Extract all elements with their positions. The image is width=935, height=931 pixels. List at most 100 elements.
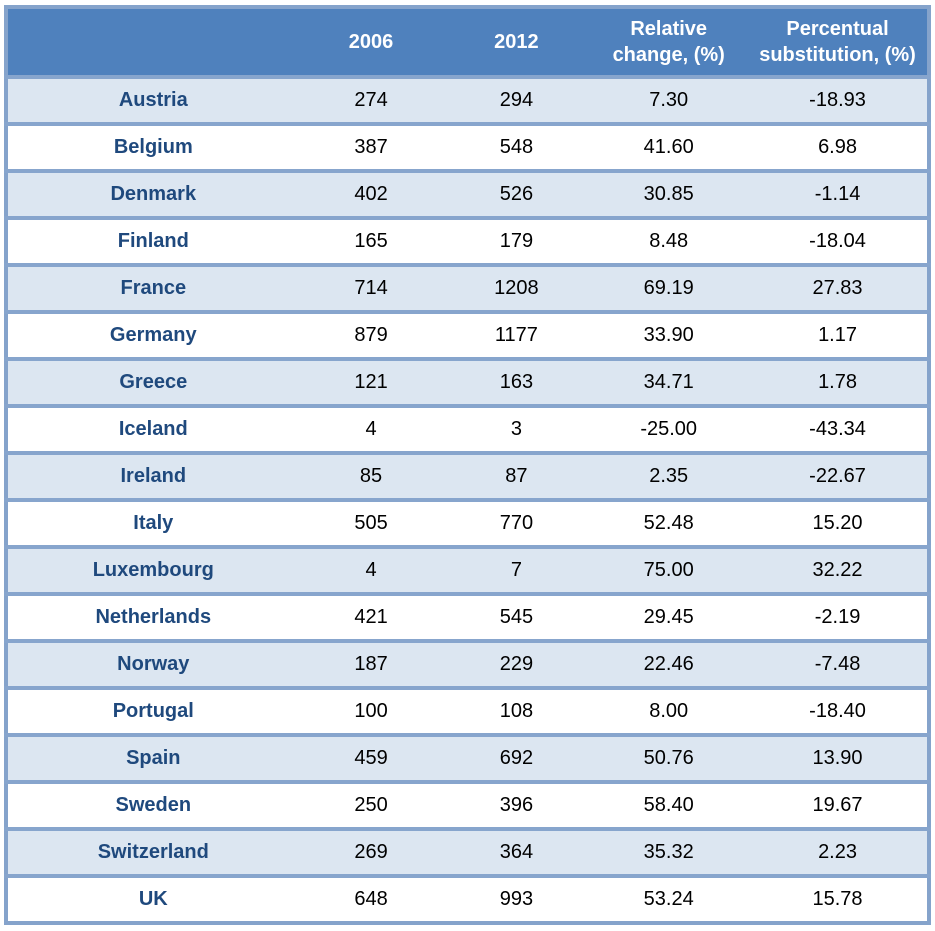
value-cell: 396 (443, 780, 590, 829)
value-cell: 229 (443, 639, 590, 688)
value-cell: -18.40 (748, 686, 929, 735)
value-cell: 269 (298, 827, 444, 876)
value-cell: 6.98 (748, 122, 929, 171)
value-cell: 1.17 (748, 310, 929, 359)
column-header: Relative change, (%) (589, 7, 749, 77)
value-cell: 58.40 (589, 780, 749, 829)
table-row: Sweden 250 396 58.40 19.67 (6, 780, 929, 829)
table-row: Norway 187 229 22.46 -7.48 (6, 639, 929, 688)
table-row: Ireland 85 87 2.35 -22.67 (6, 451, 929, 500)
value-cell: 7 (443, 545, 590, 594)
column-header: 2006 (298, 7, 444, 77)
value-cell: 163 (443, 357, 590, 406)
value-cell: 13.90 (748, 733, 929, 782)
table-row: UK 648 993 53.24 15.78 (6, 874, 929, 923)
value-cell: 52.48 (589, 498, 749, 547)
value-cell: 50.76 (589, 733, 749, 782)
country-cell: Ireland (6, 451, 299, 500)
value-cell: 993 (443, 874, 590, 923)
value-cell: 648 (298, 874, 444, 923)
country-cell: Switzerland (6, 827, 299, 876)
value-cell: 33.90 (589, 310, 749, 359)
value-cell: 3 (443, 404, 590, 453)
value-cell: -2.19 (748, 592, 929, 641)
value-cell: 85 (298, 451, 444, 500)
table-row: Portugal 100 108 8.00 -18.40 (6, 686, 929, 735)
value-cell: 22.46 (589, 639, 749, 688)
value-cell: 29.45 (589, 592, 749, 641)
value-cell: 15.78 (748, 874, 929, 923)
value-cell: 4 (298, 404, 444, 453)
value-cell: 274 (298, 75, 444, 124)
table-row: Greece 121 163 34.71 1.78 (6, 357, 929, 406)
value-cell: -18.93 (748, 75, 929, 124)
value-cell: 250 (298, 780, 444, 829)
table-row: Switzerland 269 364 35.32 2.23 (6, 827, 929, 876)
value-cell: 505 (298, 498, 444, 547)
value-cell: 100 (298, 686, 444, 735)
country-cell: Germany (6, 310, 299, 359)
value-cell: 108 (443, 686, 590, 735)
value-cell: 69.19 (589, 263, 749, 312)
value-cell: 402 (298, 169, 444, 218)
table-row: Italy 505 770 52.48 15.20 (6, 498, 929, 547)
table-row: Austria 274 294 7.30 -18.93 (6, 75, 929, 124)
value-cell: 41.60 (589, 122, 749, 171)
table-row: Belgium 387 548 41.60 6.98 (6, 122, 929, 171)
country-cell: Netherlands (6, 592, 299, 641)
value-cell: 7.30 (589, 75, 749, 124)
country-cell: France (6, 263, 299, 312)
country-cell: Italy (6, 498, 299, 547)
value-cell: 8.00 (589, 686, 749, 735)
table-row: Finland 165 179 8.48 -18.04 (6, 216, 929, 265)
country-cell: Portugal (6, 686, 299, 735)
value-cell: 34.71 (589, 357, 749, 406)
column-header: Percentual substitution, (%) (748, 7, 929, 77)
value-cell: 548 (443, 122, 590, 171)
value-cell: 459 (298, 733, 444, 782)
value-cell: 53.24 (589, 874, 749, 923)
value-cell: 75.00 (589, 545, 749, 594)
table-row: Spain 459 692 50.76 13.90 (6, 733, 929, 782)
value-cell: 179 (443, 216, 590, 265)
value-cell: 294 (443, 75, 590, 124)
country-cell: Sweden (6, 780, 299, 829)
country-cell: Belgium (6, 122, 299, 171)
country-cell: Iceland (6, 404, 299, 453)
table-row: Iceland 4 3 -25.00 -43.34 (6, 404, 929, 453)
value-cell: -7.48 (748, 639, 929, 688)
value-cell: -18.04 (748, 216, 929, 265)
value-cell: 87 (443, 451, 590, 500)
table-row: Denmark 402 526 30.85 -1.14 (6, 169, 929, 218)
value-cell: 714 (298, 263, 444, 312)
value-cell: 364 (443, 827, 590, 876)
value-cell: 545 (443, 592, 590, 641)
value-cell: 2.23 (748, 827, 929, 876)
value-cell: 19.67 (748, 780, 929, 829)
country-cell: Spain (6, 733, 299, 782)
value-cell: 165 (298, 216, 444, 265)
value-cell: 187 (298, 639, 444, 688)
value-cell: 8.48 (589, 216, 749, 265)
value-cell: -22.67 (748, 451, 929, 500)
table-header: 2006 2012 Relative change, (%) Percentual s… (6, 7, 929, 77)
value-cell: -25.00 (589, 404, 749, 453)
value-cell: 30.85 (589, 169, 749, 218)
country-cell: UK (6, 874, 299, 923)
value-cell: 421 (298, 592, 444, 641)
table-row: Luxembourg 4 7 75.00 32.22 (6, 545, 929, 594)
value-cell: 27.83 (748, 263, 929, 312)
country-cell: Austria (6, 75, 299, 124)
country-column-header (6, 7, 299, 77)
column-header: 2012 (443, 7, 590, 77)
table-body: Austria 274 294 7.30 -18.93 Belgium 387 548 41.6… (6, 75, 929, 923)
table-row: Netherlands 421 545 29.45 -2.19 (6, 592, 929, 641)
country-cell: Greece (6, 357, 299, 406)
country-cell: Luxembourg (6, 545, 299, 594)
value-cell: 692 (443, 733, 590, 782)
value-cell: 1177 (443, 310, 590, 359)
value-cell: 387 (298, 122, 444, 171)
value-cell: 879 (298, 310, 444, 359)
country-cell: Denmark (6, 169, 299, 218)
